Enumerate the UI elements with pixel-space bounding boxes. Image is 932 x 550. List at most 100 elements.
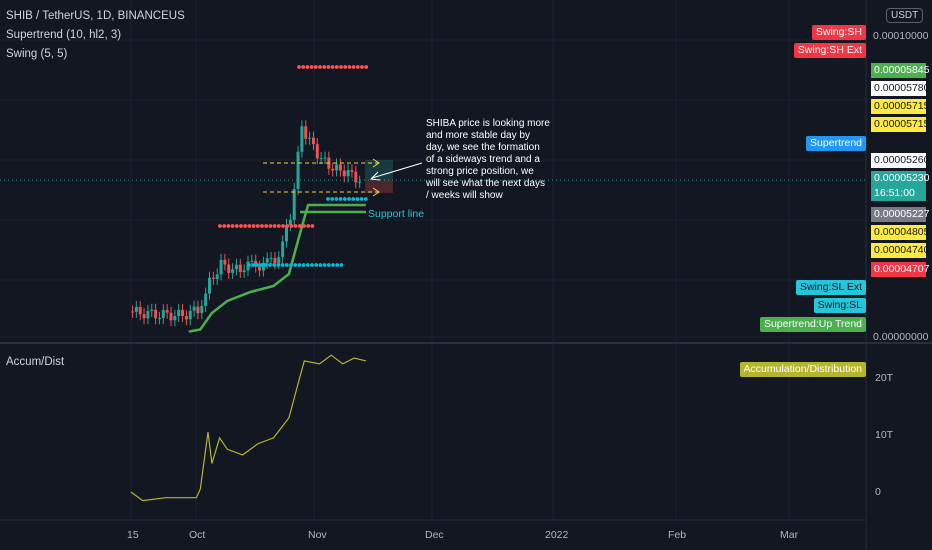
candle-body (177, 309, 181, 316)
swing-low-dot (268, 263, 272, 267)
grid-lines (0, 0, 866, 520)
swing-low-dot (272, 263, 277, 267)
candle-body (204, 293, 208, 306)
swing-high-dot (218, 224, 222, 228)
swing-low-dot (335, 263, 340, 267)
swing-high-dot (293, 224, 298, 228)
swing-low-dot (310, 263, 314, 267)
candle-body (169, 312, 173, 321)
swing-high-dot (255, 224, 260, 228)
swing-low-dot (259, 263, 264, 267)
price-tag-7: 0.00005227 (871, 207, 929, 222)
candle-body (261, 262, 265, 271)
candle-body (227, 264, 231, 273)
x-tick-mar: Mar (780, 529, 799, 541)
candle-body (238, 264, 242, 273)
swing-markers (218, 65, 369, 267)
swing-high-dot (285, 224, 290, 228)
swing-high-dot (318, 65, 322, 69)
swing-high-dot (322, 65, 327, 69)
y-tick-top: 0.00010000 (873, 30, 929, 42)
swing-high-dot (230, 224, 235, 228)
support-line-label[interactable]: Support line (368, 208, 425, 220)
swing-low-dot (293, 263, 298, 267)
symbol-title[interactable]: SHIB / TetherUS, 1D, BINANCEUS (6, 10, 185, 22)
candle-body (211, 277, 215, 279)
swing-low-dot (347, 197, 351, 201)
swing-high-dot (313, 65, 318, 69)
upper-range-arrow (372, 158, 380, 168)
swing-high-dot (355, 65, 360, 69)
swing-low-dot (305, 263, 310, 267)
swing-high-dot (326, 65, 331, 69)
candle-body (231, 269, 235, 273)
price-tag-3: 0.00005715 (871, 99, 929, 114)
candle-body (281, 241, 285, 258)
swing-low-dot (342, 197, 347, 201)
supertrend-line (188, 203, 366, 333)
swing-low-dot (331, 263, 335, 267)
currency-button[interactable]: USDT (886, 8, 924, 23)
swing-low-dot (263, 263, 268, 267)
swing-low-dot (355, 197, 360, 201)
swing-high-dot (334, 65, 339, 69)
swing-high-dot (360, 65, 364, 69)
candle-body (273, 257, 277, 264)
swing-low-dot (334, 197, 339, 201)
ad-tick-20t: 20T (875, 372, 894, 384)
indicator-supertrend-title[interactable]: Supertrend (10, hl2, 3) (6, 29, 122, 41)
swing-low-dot (280, 263, 285, 267)
accum-dist-series (130, 354, 367, 502)
swing-low-dot (330, 197, 335, 201)
note-pointer (371, 162, 423, 179)
candle-body (358, 181, 362, 183)
swing-low-dot (314, 263, 319, 267)
candle-body (181, 309, 185, 316)
x-tick-feb: Feb (668, 529, 687, 541)
candle-body (184, 315, 188, 320)
price-tag-1: 0.00005845 (871, 63, 929, 78)
candle-body (196, 306, 200, 314)
accum-dist-label: Accumulation/Distribution (739, 362, 866, 377)
swing-high-dot (309, 65, 314, 69)
analysis-note[interactable]: SHIBA price is looking more and more sta… (426, 118, 550, 201)
swing-high-dot (222, 224, 227, 228)
swing-high-dot (260, 224, 264, 228)
swing-low-dot (326, 197, 330, 201)
swing-sh-label: Swing:SH (811, 25, 866, 40)
swing-high-dot (226, 224, 231, 228)
candle-body (342, 170, 346, 177)
candle-body (208, 277, 211, 294)
bar-countdown: 16:51:00 (874, 187, 915, 199)
candle-body (154, 309, 158, 319)
candle-body (308, 137, 312, 139)
candlestick-series (131, 120, 362, 327)
indicator-swing-title[interactable]: Swing (5, 5) (6, 48, 68, 60)
swing-high-dot (239, 224, 243, 228)
swing-high-dot (310, 224, 315, 228)
swing-high-dot (343, 65, 348, 69)
supertrend-up-line (188, 203, 366, 333)
last-price-value: 0.00005230 (874, 172, 930, 184)
swing-high-dot (289, 224, 294, 228)
candle-body (157, 317, 161, 319)
sideways-zone-lower (365, 180, 393, 193)
candle-body (338, 164, 342, 171)
swing-low-dot (326, 263, 331, 267)
candle-body (277, 257, 281, 264)
candle-body (269, 257, 273, 259)
annotation-guides (263, 158, 423, 214)
swing-high-dot (351, 65, 356, 69)
swing-low-dot (297, 263, 302, 267)
candle-body (250, 260, 254, 262)
swing-low-dot (251, 263, 256, 267)
swing-high-dot (272, 224, 277, 228)
candle-body (258, 266, 262, 271)
swing-high-dot (364, 65, 369, 69)
candle-body (319, 158, 323, 160)
candle-body (323, 157, 327, 159)
swing-low-dot (255, 263, 260, 267)
accum-dist-title[interactable]: Accum/Dist (6, 356, 65, 368)
ad-tick-0: 0 (875, 486, 881, 498)
